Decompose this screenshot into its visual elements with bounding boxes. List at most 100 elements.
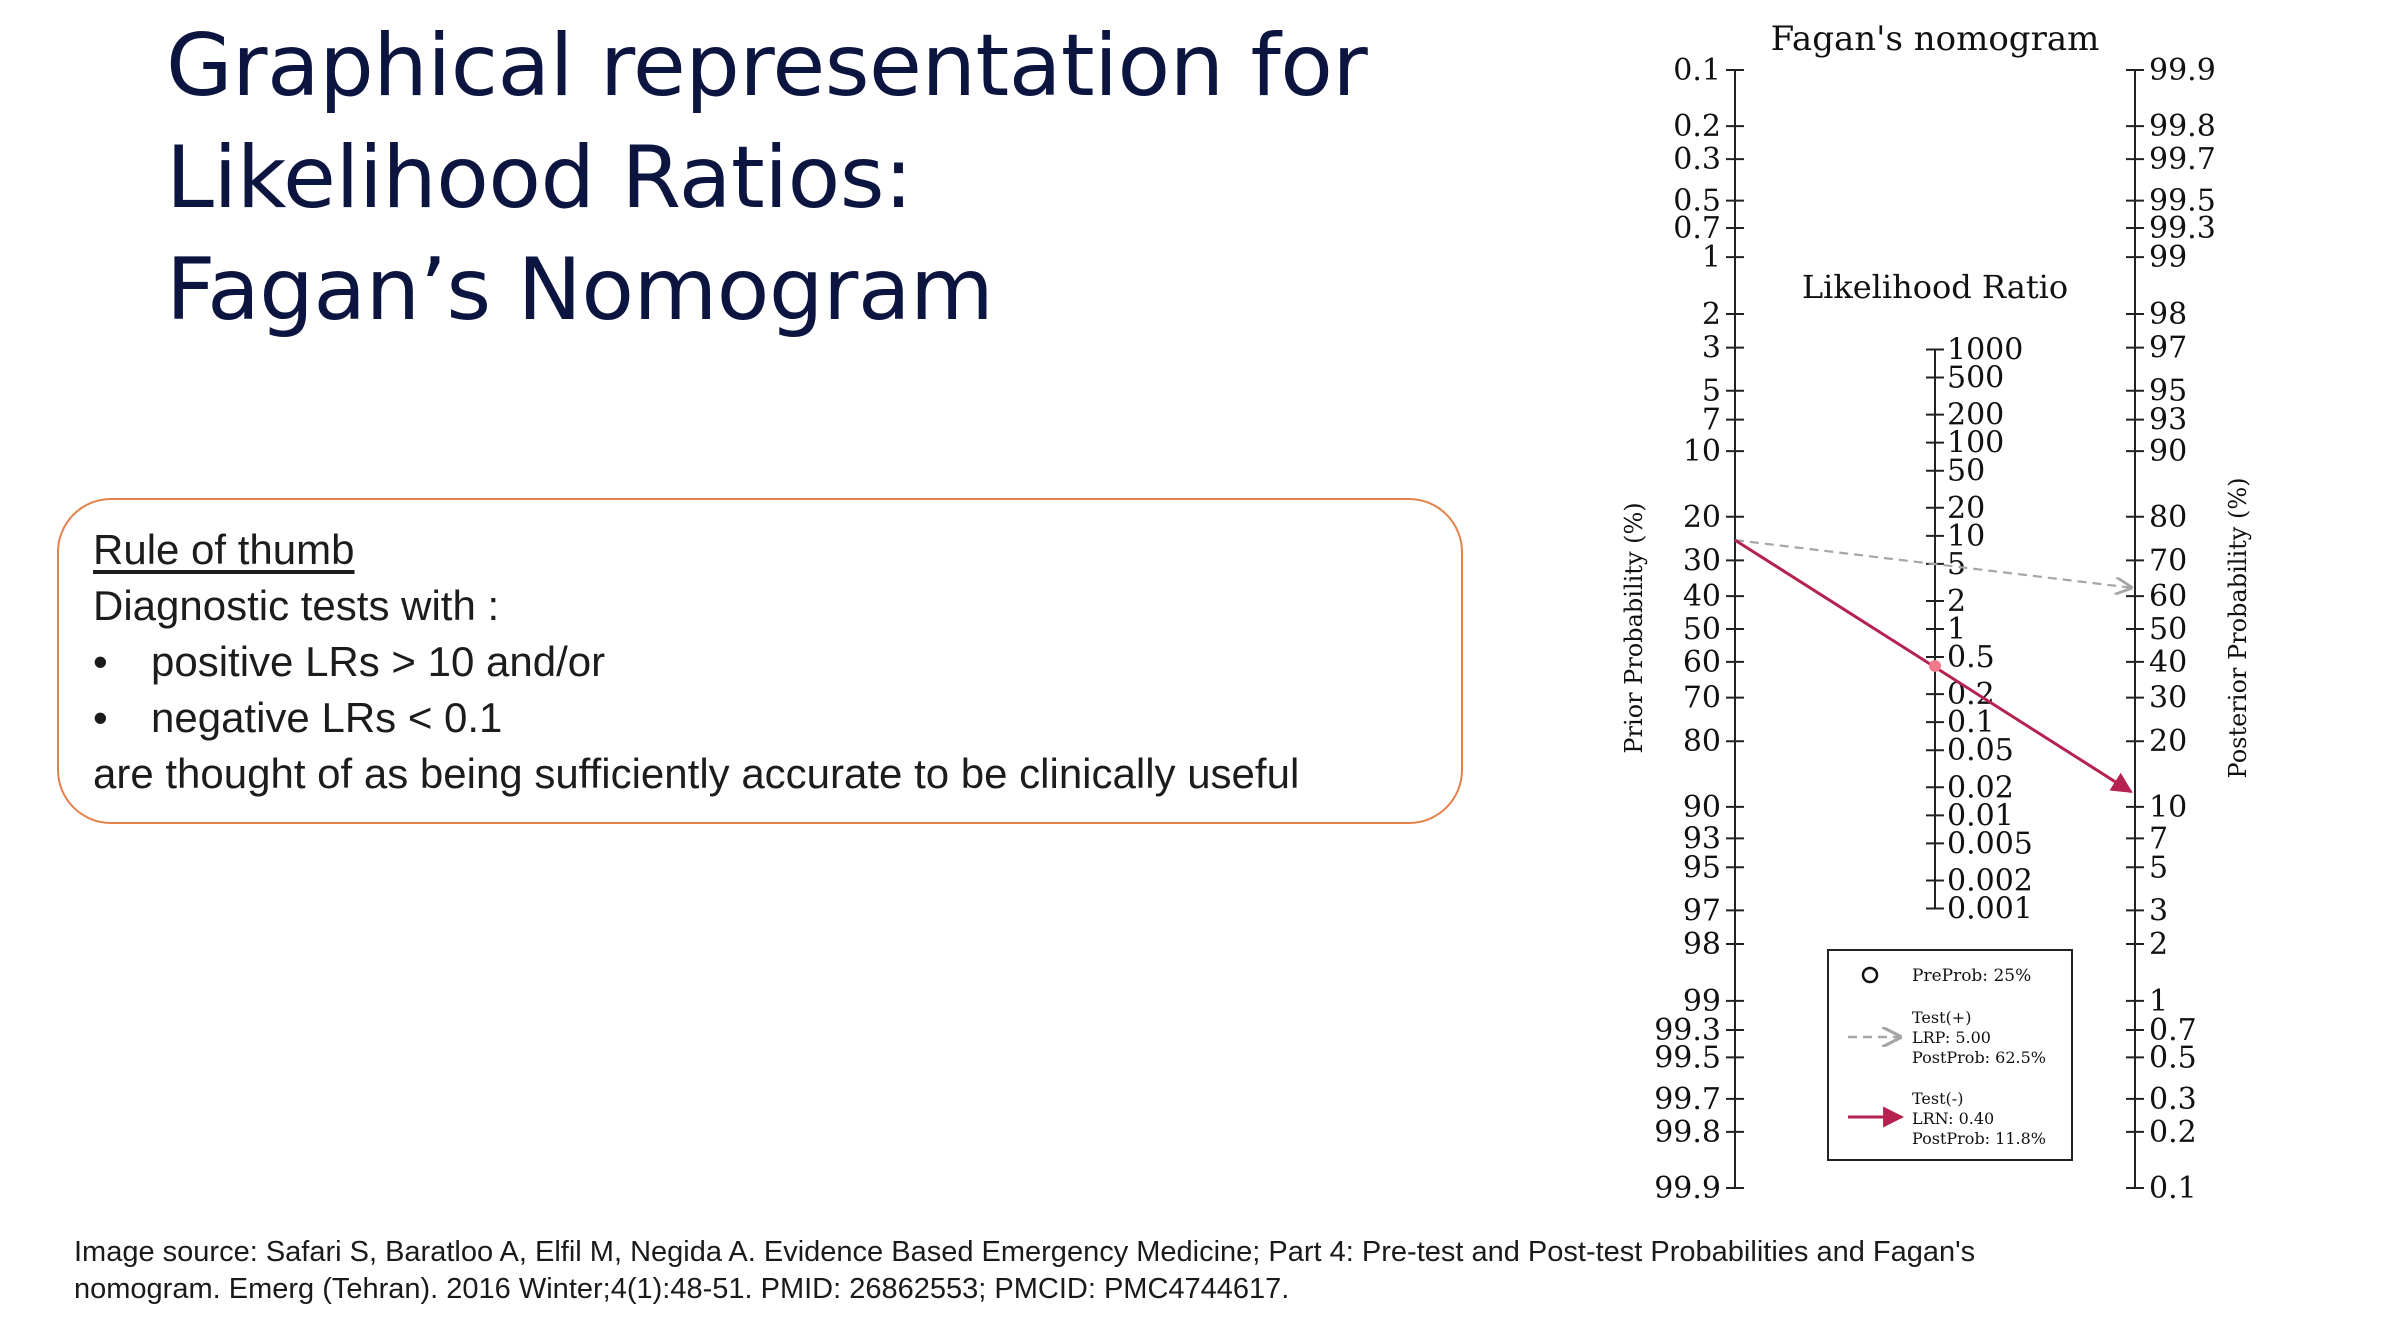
left-axis-tick-label: 98 — [1683, 927, 1721, 962]
chart-title: Fagan's nomogram — [1771, 19, 2100, 59]
left-axis-label: Prior Probability (%) — [1620, 502, 1648, 753]
center-axis-tick-label: 100 — [1947, 426, 2004, 461]
right-axis-tick-label: 10 — [2149, 790, 2187, 825]
legend-test-positive-lr: LRP: 5.00 — [1912, 1028, 1991, 1047]
left-axis-tick-label: 97 — [1683, 893, 1721, 928]
right-axis-tick-label: 3 — [2149, 893, 2168, 928]
rule-of-thumb-heading: Rule of thumb — [93, 526, 355, 573]
right-axis-tick-label: 40 — [2149, 645, 2187, 680]
bullet-marker: • — [93, 694, 108, 741]
left-axis-tick-label: 0.7 — [1673, 211, 1721, 246]
right-axis-label: Posterior Probability (%) — [2224, 478, 2252, 779]
left-axis-tick-label: 99.3 — [1654, 1013, 1721, 1048]
right-axis-tick-label: 99.7 — [2149, 142, 2216, 177]
legend-frame — [1827, 949, 2073, 1161]
bullet-marker: • — [93, 638, 108, 685]
right-axis-tick-label: 50 — [2149, 612, 2187, 647]
chart-legend: PreProb: 25% Test(+) LRP: 5.00 PostProb:… — [1827, 949, 2073, 1161]
right-axis-tick-label: 0.2 — [2149, 1115, 2197, 1150]
center-axis-tick-label: 0.5 — [1947, 640, 1995, 675]
center-axis-tick-label: 20 — [1947, 491, 1985, 526]
right-axis-tick-label: 99 — [2149, 240, 2187, 275]
left-axis-tick-label: 0.2 — [1673, 109, 1721, 144]
bullet-item: • negative LRs < 0.1 — [93, 690, 1427, 746]
left-axis-tick-label: 0.5 — [1673, 184, 1721, 219]
left-axis-tick-label: 0.1 — [1673, 53, 1721, 88]
right-axis-tick-label: 97 — [2149, 331, 2187, 366]
center-axis-tick-label: 0.2 — [1947, 677, 1995, 712]
citation-line-1: Image source: Safari S, Baratloo A, Elfi… — [74, 1236, 1976, 1268]
rule-of-thumb-box: Rule of thumb Diagnostic tests with : • … — [57, 498, 1463, 824]
center-axis-tick-label: 50 — [1947, 454, 1985, 489]
center-axis-tick-label: 1000 — [1947, 332, 2023, 367]
legend-test-negative-lr: LRN: 0.40 — [1912, 1109, 1994, 1128]
left-axis-tick-label: 20 — [1683, 500, 1721, 535]
left-axis-tick-label: 7 — [1702, 403, 1721, 438]
center-axis-label: Likelihood Ratio — [1802, 268, 2068, 306]
center-axis-tick-label: 0.001 — [1947, 892, 2033, 927]
center-axis-tick-label: 1 — [1947, 612, 1966, 647]
center-axis-tick-label: 0.1 — [1947, 705, 1995, 740]
right-axis-tick-label: 60 — [2149, 579, 2187, 614]
rule-of-thumb-conclusion: are thought of as being sufficiently acc… — [93, 750, 1300, 797]
right-axis-tick-label: 0.5 — [2149, 1040, 2197, 1075]
citation-line-2: nomogram. Emerg (Tehran). 2016 Winter;4(… — [74, 1273, 1290, 1305]
center-axis-tick-label: 5 — [1947, 547, 1966, 582]
left-axis-tick-label: 99.8 — [1654, 1115, 1721, 1150]
test-positive-line — [1734, 538, 2131, 588]
right-axis-tick-label: 2 — [2149, 927, 2168, 962]
left-axis-tick-label: 1 — [1702, 240, 1721, 275]
right-axis-tick-label: 80 — [2149, 500, 2187, 535]
center-axis-tick-label: 0.01 — [1947, 798, 2014, 833]
left-axis-tick-label: 99.9 — [1654, 1171, 1721, 1206]
left-axis-tick-label: 93 — [1683, 821, 1721, 856]
fagan-nomogram-chart: Fagan's nomogram Prior Probability (%) P… — [1620, 19, 2252, 1206]
slide-title-line-1: Graphical representation for — [166, 16, 1368, 116]
lr-intersection-point — [1929, 659, 1941, 672]
right-axis-tick-label: 99.9 — [2149, 53, 2216, 88]
center-axis-tick-label: 0.005 — [1947, 826, 2033, 861]
slide-title: Graphical representation for Likelihood … — [166, 10, 1386, 346]
left-axis-tick-label: 50 — [1683, 612, 1721, 647]
center-axis-tick-label: 2 — [1947, 584, 1966, 619]
bullet-text: positive LRs > 10 and/or — [151, 638, 606, 685]
right-axis-tick-label: 98 — [2149, 297, 2187, 332]
right-axis-tick-label: 30 — [2149, 681, 2187, 716]
left-axis-tick-label: 90 — [1683, 790, 1721, 825]
right-axis-tick-label: 1 — [2149, 984, 2168, 1019]
slide-title-line-2: Likelihood Ratios: — [166, 128, 913, 228]
right-axis-tick-label: 5 — [2149, 850, 2168, 885]
right-axis-tick-label: 90 — [2149, 434, 2187, 469]
right-axis-tick-label: 99.8 — [2149, 109, 2216, 144]
image-source-citation: Image source: Safari S, Baratloo A, Elfi… — [74, 1234, 2274, 1308]
legend-preprob-marker — [1861, 966, 1879, 984]
legend-test-negative-name: Test(-) — [1912, 1089, 1963, 1108]
right-axis-tick-label: 7 — [2149, 821, 2168, 856]
legend-test-negative-postprob: PostProb: 11.8% — [1912, 1129, 2046, 1148]
right-axis-tick-label: 0.1 — [2149, 1171, 2197, 1206]
right-axis-tick-label: 0.7 — [2149, 1013, 2197, 1048]
center-axis-tick-label: 0.05 — [1947, 733, 2014, 768]
left-axis-tick-label: 70 — [1683, 681, 1721, 716]
right-axis-tick-label: 99.5 — [2149, 184, 2216, 219]
left-axis-tick-label: 99 — [1683, 984, 1721, 1019]
left-axis-tick-label: 30 — [1683, 543, 1721, 578]
legend-test-positive-postprob: PostProb: 62.5% — [1912, 1048, 2046, 1067]
left-axis-tick-label: 99.5 — [1654, 1040, 1721, 1075]
left-axis-tick-label: 95 — [1683, 850, 1721, 885]
right-axis-tick-label: 0.3 — [2149, 1082, 2197, 1117]
left-axis-tick-label: 80 — [1683, 724, 1721, 759]
rule-of-thumb-intro: Diagnostic tests with : — [93, 582, 500, 629]
left-axis-tick-label: 40 — [1683, 579, 1721, 614]
legend-preprob-label: PreProb: 25% — [1912, 966, 2031, 986]
right-axis-tick-label: 20 — [2149, 724, 2187, 759]
right-axis-tick-label: 93 — [2149, 403, 2187, 438]
left-axis-tick-label: 0.3 — [1673, 142, 1721, 177]
right-axis-tick-label: 99.3 — [2149, 211, 2216, 246]
left-axis-tick-label: 10 — [1683, 434, 1721, 469]
right-axis-tick-label: 70 — [2149, 543, 2187, 578]
center-axis-tick-label: 10 — [1947, 519, 1985, 554]
left-axis-tick-label: 2 — [1702, 297, 1721, 332]
left-axis-tick-label: 5 — [1702, 374, 1721, 409]
left-axis-tick-label: 3 — [1702, 331, 1721, 366]
